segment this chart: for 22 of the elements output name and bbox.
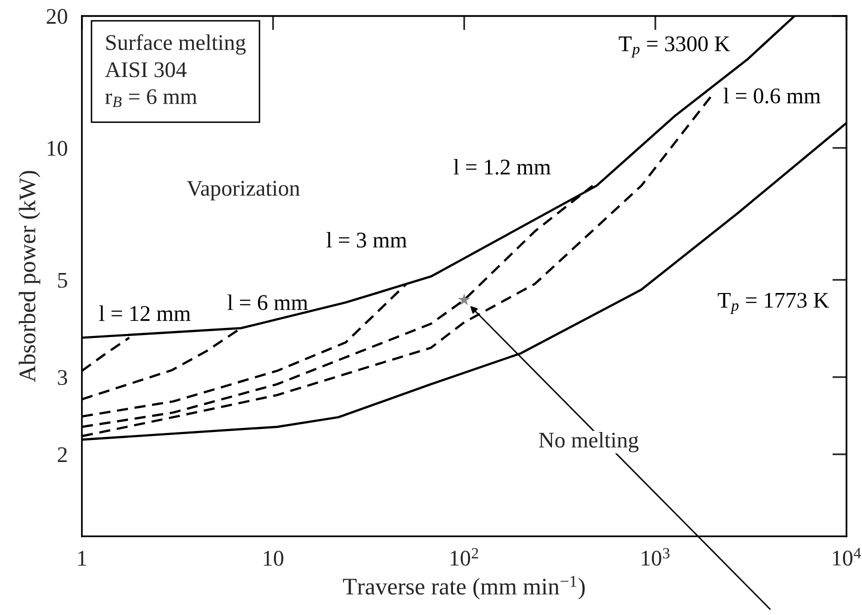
x-tick-label: 10$^{4}$ bbox=[832, 548, 861, 566]
series-label: l = 3 mm bbox=[326, 232, 407, 248]
x-tick-label: 10$^{3}$ bbox=[642, 548, 670, 566]
annotation: Vaporization bbox=[186, 180, 300, 200]
y-tick-label: 2 bbox=[58, 447, 67, 462]
x-tick-label: 10 bbox=[264, 550, 284, 566]
series-label: l = 1.2 mm bbox=[454, 158, 551, 175]
annotation: Surface melting AISI 304 r$_{B}$ = 6 mm bbox=[105, 34, 246, 108]
series-label: l = 12 mm bbox=[99, 305, 191, 321]
text: T$_{p}$ = 1773 K bbox=[718, 292, 829, 314]
y-tick-label: 5 bbox=[58, 273, 68, 288]
annotation: No melting bbox=[538, 432, 639, 452]
y-tick-label: 3 bbox=[58, 370, 68, 386]
series-label: T$_{p}$ = 3300 K bbox=[618, 36, 730, 58]
y-axis-title: Absorbed power (kW) bbox=[18, 170, 40, 382]
series-label: l = 0.6 mm bbox=[724, 88, 821, 104]
x-axis-title: Traverse rate (mm min$^{−1}$) bbox=[343, 576, 585, 600]
y-tick-label: 10 bbox=[48, 140, 68, 156]
x-tick-label: 10$^{2}$ bbox=[450, 548, 478, 566]
x-tick-label: 1 bbox=[78, 550, 86, 566]
y-tick-label: 20 bbox=[46, 8, 68, 24]
series-label: l = 6 mm bbox=[228, 294, 308, 310]
